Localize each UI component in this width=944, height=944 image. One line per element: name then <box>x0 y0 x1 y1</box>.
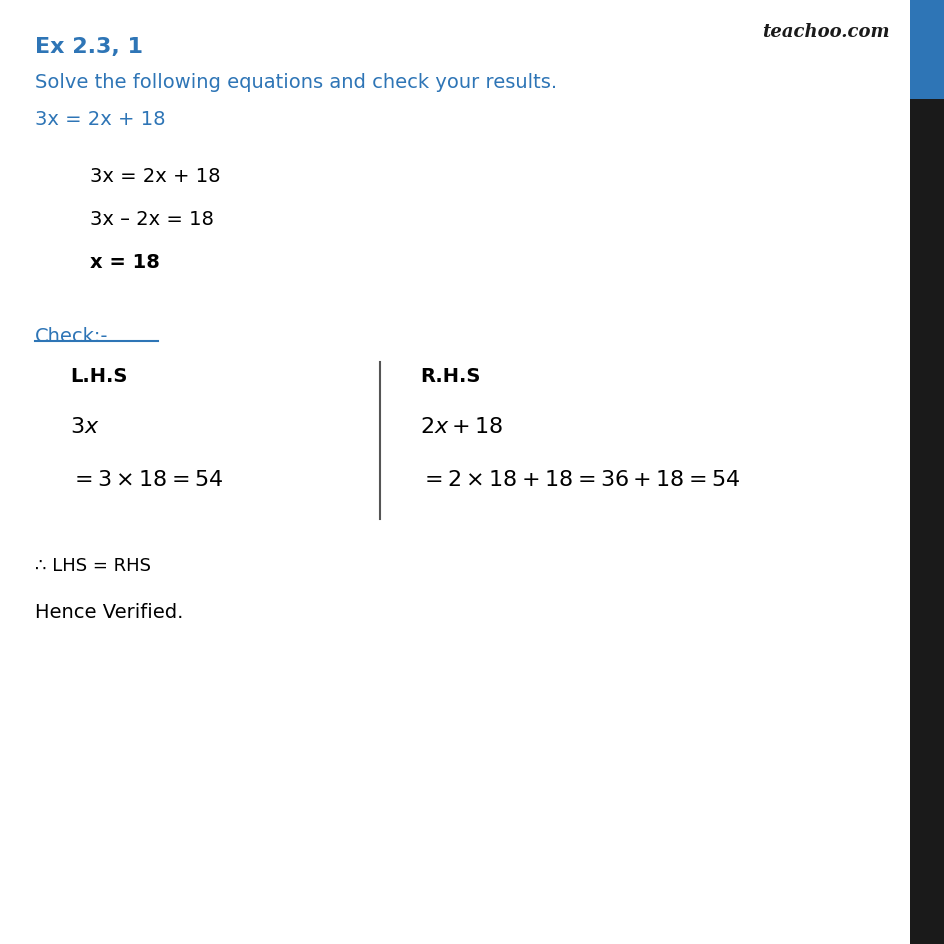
Text: ∴ LHS = RHS: ∴ LHS = RHS <box>35 556 151 574</box>
Text: R.H.S: R.H.S <box>419 366 480 385</box>
Text: x = 18: x = 18 <box>90 253 160 272</box>
Bar <box>909 100 944 944</box>
Text: $3x$: $3x$ <box>70 416 99 436</box>
Text: 3x = 2x + 18: 3x = 2x + 18 <box>35 110 165 129</box>
Text: $= 3 \times 18 = 54$: $= 3 \times 18 = 54$ <box>70 469 223 490</box>
Bar <box>909 0 944 100</box>
Text: 3x – 2x = 18: 3x – 2x = 18 <box>90 210 213 228</box>
Text: teachoo.com: teachoo.com <box>762 23 889 41</box>
Text: Solve the following equations and check your results.: Solve the following equations and check … <box>35 73 557 92</box>
Text: L.H.S: L.H.S <box>70 366 127 385</box>
Text: $2x + 18$: $2x + 18$ <box>419 416 503 436</box>
Text: Check:-: Check:- <box>35 327 109 346</box>
Text: 3x = 2x + 18: 3x = 2x + 18 <box>90 167 220 186</box>
Text: $= 2 \times 18 + 18 = 36 + 18 = 54$: $= 2 \times 18 + 18 = 36 + 18 = 54$ <box>419 469 739 490</box>
Text: Hence Verified.: Hence Verified. <box>35 602 183 621</box>
Text: Ex 2.3, 1: Ex 2.3, 1 <box>35 37 143 57</box>
